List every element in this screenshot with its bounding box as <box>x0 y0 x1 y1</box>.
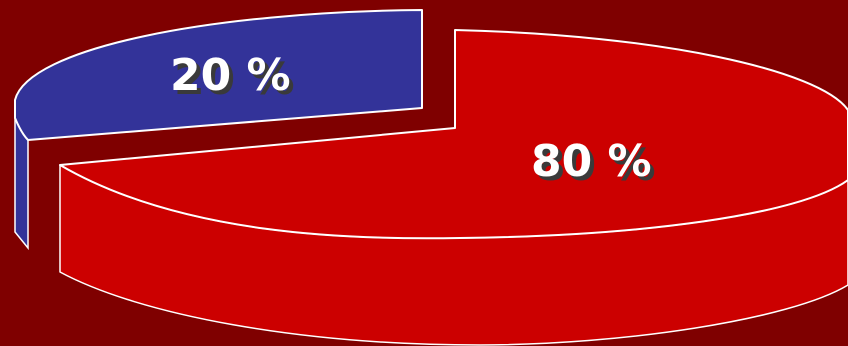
slice-20-top <box>14 9 423 141</box>
slice-80-top <box>59 29 848 240</box>
slice-80-label-shadow: 80 % <box>535 140 656 191</box>
slice-80-label: 80 % <box>531 136 652 187</box>
slice-20-label-shadow: 20 % <box>174 54 295 105</box>
slice-20-label: 20 % <box>170 50 291 101</box>
